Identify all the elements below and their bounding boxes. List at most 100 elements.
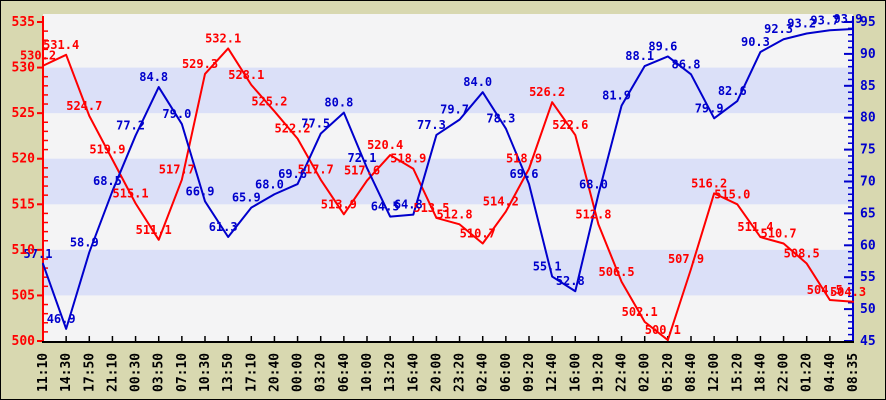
x-tick-label: 11:10 [36, 353, 51, 392]
left-axis-label: 535 [12, 15, 35, 30]
x-tick-label: 22:40 [615, 353, 630, 392]
red-series-data-label: 529.3 [182, 57, 218, 71]
red-series-data-label: 506.5 [599, 265, 635, 279]
red-series-data-label: 515.0 [714, 187, 750, 201]
red-series-data-label: 522.2 [275, 122, 311, 136]
blue-series-line [42, 28, 854, 330]
blue-series-data-label: 58.9 [70, 235, 99, 249]
x-tick-label: 13:20 [383, 353, 398, 392]
x-tick-label: 15:20 [730, 353, 745, 392]
red-series-data-label: 525.2 [251, 94, 287, 108]
red-series-data-label: 531.4 [43, 38, 79, 52]
blue-series-data-label: 79.7 [440, 103, 469, 117]
x-tick-label: 05:20 [661, 353, 676, 392]
red-series-data-label: 516.2 [691, 176, 727, 190]
blue-series-data-label: 90.3 [741, 35, 770, 49]
blue-series-data-label: 79.9 [695, 101, 724, 115]
blue-series-data-label: 69.6 [510, 167, 539, 181]
red-series-data-label: 504.3 [830, 285, 866, 299]
x-tick-label: 17:50 [82, 353, 97, 392]
red-series-data-label: 513.5 [413, 201, 449, 215]
left-axis-label: 500 [12, 334, 36, 349]
x-tick-label: 06:00 [499, 353, 514, 392]
right-axis-label: 90 [860, 47, 876, 62]
red-series-data-label: 524.7 [66, 99, 102, 113]
right-axis-label: 80 [860, 111, 876, 126]
right-axis-label: 85 [860, 79, 876, 94]
right-axis-label: 70 [860, 175, 876, 190]
blue-series-data-label: 55.1 [533, 260, 562, 274]
red-series-data-label: 514.2 [483, 195, 519, 209]
blue-series-data-label: 86.8 [672, 57, 701, 71]
red-series-data-label: 517.7 [298, 163, 334, 177]
x-tick-label: 16:40 [406, 353, 421, 392]
red-series-data-label: 511.1 [136, 223, 172, 237]
x-tick-label: 03:50 [152, 353, 167, 392]
x-tick-label: 03:20 [314, 353, 329, 392]
red-series-data-label: 517.7 [159, 163, 195, 177]
right-axis-label: 75 [860, 143, 876, 158]
red-series-data-label: 504.5 [807, 283, 843, 297]
blue-series-data-label: 77.5 [301, 117, 330, 131]
x-tick-label: 13:50 [221, 353, 236, 392]
blue-series-data-label: 68.0 [579, 177, 608, 191]
red-series-data-label: 511.4 [737, 220, 773, 234]
x-tick-label: 07:10 [175, 353, 190, 392]
red-series-line [42, 47, 854, 342]
red-series-data-label: 532.1 [205, 31, 241, 45]
red-series-data-label: 530.2 [20, 49, 56, 63]
x-tick-label: 06:40 [337, 353, 352, 392]
blue-series-data-label: 84.8 [139, 70, 168, 84]
red-series-data-label: 512.8 [437, 207, 473, 221]
x-tick-label: 08:40 [684, 353, 699, 392]
x-tick-label: 20:40 [267, 353, 282, 392]
blue-series-data-label: 93.2 [787, 16, 816, 30]
x-tick-label: 00:00 [291, 353, 306, 392]
x-tick-label: 00:30 [129, 353, 144, 392]
red-series-data-label: 522.6 [552, 118, 588, 132]
x-tick-label: 21:10 [105, 353, 120, 392]
red-series-data-label: 507.9 [668, 252, 704, 266]
x-tick-label: 10:30 [198, 353, 213, 392]
red-series-data-label: 518.9 [506, 152, 542, 166]
x-tick-label: 16:00 [568, 353, 583, 392]
right-axis-label: 65 [860, 206, 876, 221]
blue-series-data-label: 93.7 [810, 13, 839, 27]
red-series-data-label: 500.1 [645, 323, 681, 337]
blue-series-data-label: 72.1 [348, 151, 377, 165]
red-series-data-label: 517.6 [344, 164, 380, 178]
blue-series-data-label: 46.9 [47, 312, 76, 326]
blue-series-data-label: 61.3 [209, 220, 238, 234]
red-series-data-label: 510.7 [761, 226, 797, 240]
red-series-data-label: 513.9 [321, 197, 357, 211]
blue-series-data-label: 69.6 [278, 167, 307, 181]
blue-series-data-label: 65.9 [232, 191, 261, 205]
x-tick-label: 18:40 [753, 353, 768, 392]
right-axis-label: 60 [860, 238, 876, 253]
red-series-data-label: 508.5 [784, 247, 820, 261]
blue-series-data-label: 52.8 [556, 274, 585, 288]
left-axis-label: 510 [12, 243, 36, 258]
red-series-data-label: 510.7 [460, 226, 496, 240]
blue-series-data-label: 80.8 [324, 96, 353, 110]
blue-series-data-label: 82.6 [718, 84, 747, 98]
left-axis-label: 505 [12, 288, 35, 303]
red-series-data-label: 502.1 [622, 305, 658, 319]
blue-series-data-label: 77.3 [417, 118, 446, 132]
x-tick-label: 22:00 [777, 353, 792, 392]
right-axis-label: 55 [860, 270, 876, 285]
right-axis-label: 45 [860, 334, 876, 349]
x-tick-label: 20:00 [429, 353, 444, 392]
x-tick-label: 12:00 [707, 353, 722, 392]
blue-series-data-label: 92.3 [764, 22, 793, 36]
blue-series-data-label: 78.3 [486, 112, 515, 126]
x-tick-label: 23:20 [453, 353, 468, 392]
blue-series-data-label: 57.1 [24, 247, 53, 261]
blue-series-data-label: 66.9 [186, 184, 215, 198]
x-tick-label: 19:20 [591, 353, 606, 392]
horizontal-band [43, 67, 853, 114]
red-series-data-label: 520.4 [367, 138, 403, 152]
blue-series-data-label: 93.9 [834, 12, 863, 26]
